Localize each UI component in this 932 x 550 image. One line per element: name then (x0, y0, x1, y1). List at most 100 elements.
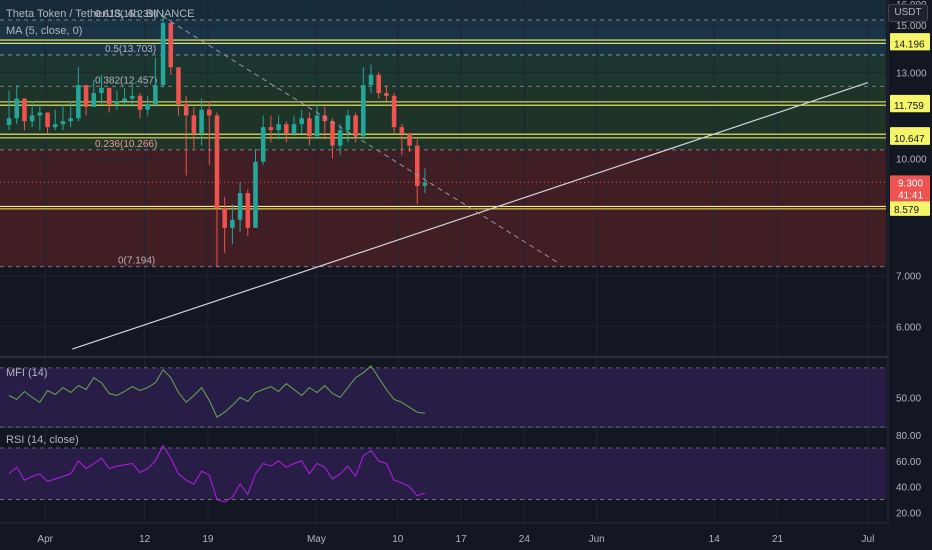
candle-body (322, 115, 328, 122)
fib-level-label: 0.618(15.239) (95, 9, 157, 20)
price-tick-label: 15.000 (896, 21, 927, 32)
price-axis: 50.0080.0060.0040.0020.0016.00015.00013.… (887, 0, 932, 550)
fib-level-label: 0.382(12.457) (95, 75, 157, 86)
mfi-legend[interactable]: MFI (14) (6, 367, 52, 379)
symbol-title: Theta Token / TetherUS, 4h, BINANCE (6, 8, 195, 20)
level-label-box (890, 201, 930, 216)
price-axis-bg (888, 0, 932, 550)
ascending-trendline (72, 81, 869, 350)
candle-body (6, 118, 12, 125)
level-label-box (890, 130, 930, 145)
candle-body (99, 87, 104, 94)
candle-body (268, 127, 274, 131)
candle-body (361, 85, 366, 137)
candle-body (384, 93, 389, 96)
candle-body (191, 115, 197, 134)
fib-level-label: 0.236(10.266) (95, 139, 157, 150)
candle-body (307, 118, 312, 137)
time-tick-label: 17 (456, 534, 468, 545)
chart-header: Theta Token / TetherUS, 4h, BINANCE (6, 8, 199, 20)
level-label: 10.647 (894, 134, 925, 145)
projection-dashed-line (162, 16, 561, 265)
price-tick-label: 7.000 (896, 272, 921, 283)
candle-body (207, 109, 212, 116)
mfi-band (0, 367, 886, 427)
ma-legend[interactable]: MA (5, close, 0) (6, 25, 86, 37)
candle-body (168, 23, 174, 68)
time-tick-label: May (307, 534, 326, 545)
time-tick-label: 12 (139, 534, 151, 545)
level-label: 11.759 (894, 101, 924, 112)
candle-body (337, 130, 343, 146)
ma-label: MA (5, close, 0) (6, 25, 83, 37)
candle-body (330, 121, 335, 146)
candle-body (345, 115, 351, 131)
candle-body (391, 95, 397, 128)
mfi-line (8, 365, 425, 418)
candle-body (314, 115, 320, 137)
candle-body (137, 95, 143, 110)
currency-badge[interactable]: USDT (888, 4, 928, 22)
candle-body (368, 74, 374, 86)
candle-body (129, 95, 135, 99)
rsi-tick-label: 20.00 (896, 508, 921, 519)
fibonacci-levels: 0.618(15.239) 0.5(13.703) 0.382(12.457) 0.2… (0, 9, 886, 268)
last-price-box (890, 175, 930, 202)
candle-body (114, 101, 120, 105)
time-tick-label: Apr (37, 534, 53, 545)
candle-body (422, 182, 428, 186)
candle-body (237, 193, 243, 220)
price-tick-label: 13.000 (896, 68, 927, 79)
countdown-label: 41:41 (898, 190, 923, 201)
rsi-legend[interactable]: RSI (14, close) (6, 434, 83, 446)
candle-body (183, 104, 189, 116)
time-tick-label: 10 (392, 534, 404, 545)
time-tick-label: 21 (772, 534, 784, 545)
candle-body (376, 74, 381, 94)
level-label: 14.196 (894, 39, 925, 50)
time-axis: Apr 12 19 May 10 17 24 Jun 14 21 Jul (0, 524, 932, 550)
rsi-pane (0, 444, 886, 503)
candle-body (91, 93, 97, 107)
candle-body (399, 127, 405, 134)
level-label-box (890, 98, 930, 113)
candle-body (407, 133, 412, 146)
price-tick-label: 10.000 (896, 154, 927, 165)
mfi-pane (0, 365, 886, 428)
time-tick-label: 24 (519, 534, 531, 545)
rsi-tick-label: 40.00 (896, 483, 921, 494)
fib-zone (0, 20, 886, 55)
candle-body (276, 124, 281, 131)
level-label-box (890, 36, 930, 51)
candle-body (45, 112, 50, 128)
candle-body (68, 118, 73, 122)
candlestick-series (0, 10, 886, 267)
trendlines (72, 16, 869, 350)
rsi-tick-label: 80.00 (896, 431, 921, 442)
fibonacci-zones (0, 0, 886, 267)
candle-body (29, 115, 35, 122)
candle-body (260, 127, 266, 162)
candle-body (353, 115, 358, 137)
time-tick-label: 14 (709, 534, 721, 545)
price-tick-label: 6.000 (896, 322, 921, 333)
fib-zone (0, 54, 886, 87)
candle-body (214, 115, 220, 209)
candle-body (145, 104, 150, 110)
fib-level-label: 0(7.194) (118, 256, 155, 267)
candle-body (253, 161, 258, 228)
fib-zone (0, 149, 886, 267)
mfi-label: MFI (14) (6, 367, 48, 379)
candle-body (153, 85, 158, 105)
candle-body (76, 85, 81, 119)
level-label: 8.579 (894, 205, 919, 216)
grid-lines (0, 0, 932, 529)
rsi-tick-label: 60.00 (896, 457, 921, 468)
candle-body (245, 193, 251, 228)
fib-level-label: 0.5(13.703) (105, 44, 156, 55)
candle-body (52, 124, 58, 128)
rsi-band (0, 448, 886, 500)
time-axis-bg (0, 524, 932, 550)
candle-body (291, 124, 297, 134)
